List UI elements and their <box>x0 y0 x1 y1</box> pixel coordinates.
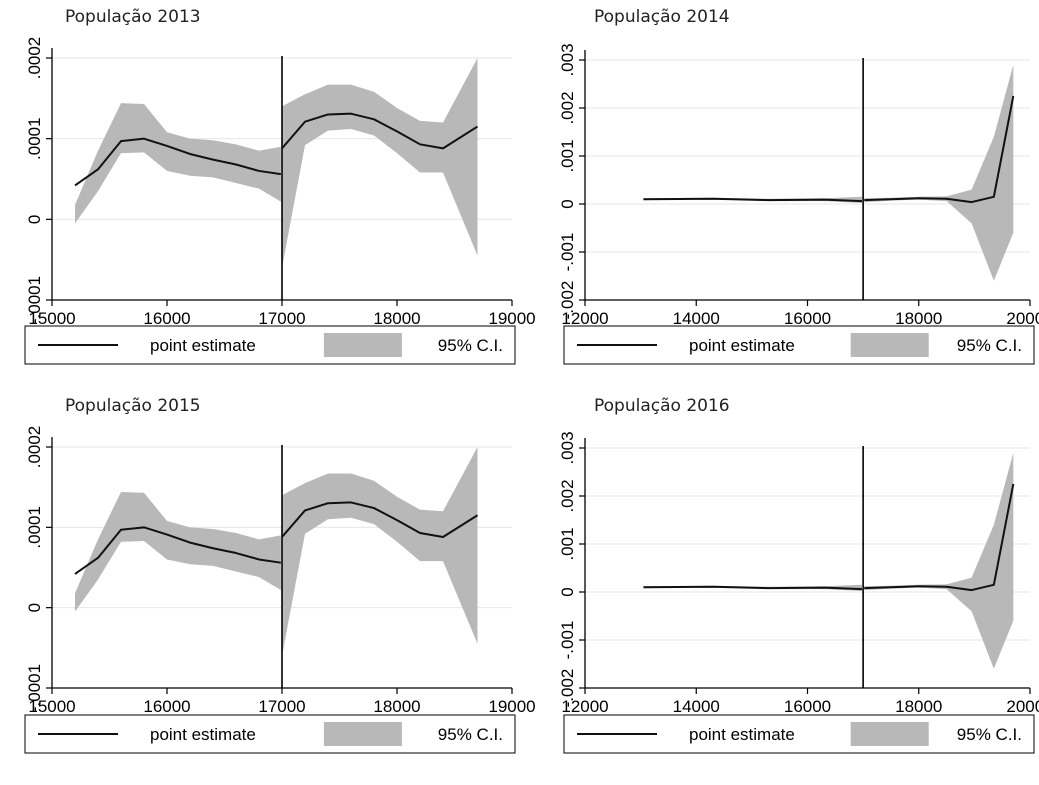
x-tick-label: 16000 <box>143 697 190 716</box>
legend-label-point-estimate: point estimate <box>150 725 256 744</box>
legend-band-swatch <box>850 722 929 746</box>
x-tick-label: 18000 <box>373 697 420 716</box>
x-tick-label: 18000 <box>895 697 942 716</box>
x-tick-label: 17000 <box>258 697 305 716</box>
y-tick-label: .001 <box>558 139 577 172</box>
y-tick-label: .001 <box>558 527 577 560</box>
y-tick-label: -.0001 <box>25 276 44 324</box>
chart-panel-4: População 2016 -.002 -.001 0 .001 .002 .003 120… <box>558 396 1039 754</box>
y-tick-label: 0 <box>558 587 577 596</box>
y-tick-label: -.002 <box>558 281 577 320</box>
point-estimate-line <box>281 112 479 150</box>
legend: point estimate 95% C.I. <box>24 714 516 754</box>
point-estimate-line <box>643 585 863 591</box>
y-tick-label: -.001 <box>558 233 577 272</box>
y-tick-label: .0001 <box>25 506 44 549</box>
legend-label-point-estimate: point estimate <box>689 725 795 744</box>
y-tick-label: 0 <box>558 199 577 208</box>
x-tick-label: 16000 <box>784 697 831 716</box>
panel-title: População 2015 <box>65 396 201 416</box>
y-tick-label: .002 <box>558 91 577 124</box>
y-tick-label: .002 <box>558 479 577 512</box>
legend-label-ci: 95% C.I. <box>957 725 1022 744</box>
panel-title: População 2014 <box>594 7 730 27</box>
point-estimate-line <box>864 483 1015 592</box>
point-estimate-line <box>281 501 479 538</box>
legend: point estimate 95% C.I. <box>563 714 1035 754</box>
x-tick-label: 14000 <box>673 697 720 716</box>
ci-band <box>864 64 1014 281</box>
y-tick-label: -.0001 <box>25 664 44 712</box>
ci-band <box>282 58 478 268</box>
y-tick-label: 0 <box>25 603 44 612</box>
legend-label-point-estimate: point estimate <box>150 336 256 355</box>
x-tick-label: 18000 <box>373 309 420 328</box>
y-tick-label: .0002 <box>25 426 44 469</box>
chart-panel-3: População 2015 -.0001 0 .0001 .0002 15000 1600… <box>24 396 536 754</box>
chart-panel-2: População 2014 -.002 -.001 0 .001 .002 .003 120… <box>558 7 1039 365</box>
legend-label-point-estimate: point estimate <box>689 336 795 355</box>
legend-band-swatch <box>850 333 929 357</box>
point-estimate-line <box>74 526 281 575</box>
y-tick-label: -.001 <box>558 621 577 660</box>
x-tick-label: 15000 <box>28 309 75 328</box>
panel-title: População 2016 <box>594 396 730 416</box>
x-tick-label: 20000 <box>1006 697 1039 716</box>
legend-band-swatch <box>323 722 402 746</box>
legend-label-ci: 95% C.I. <box>438 725 503 744</box>
ci-band <box>75 491 281 612</box>
x-tick-label: 19000 <box>488 697 535 716</box>
y-tick-label: -.002 <box>558 669 577 708</box>
ci-band <box>75 103 281 224</box>
y-tick-label: .003 <box>558 431 577 464</box>
y-tick-label: 0 <box>25 215 44 224</box>
legend-label-ci: 95% C.I. <box>438 336 503 355</box>
legend: point estimate 95% C.I. <box>24 325 516 365</box>
x-tick-label: 20000 <box>1006 309 1039 328</box>
point-estimate-line <box>74 137 281 187</box>
x-tick-label: 15000 <box>28 697 75 716</box>
y-tick-label: .003 <box>558 43 577 76</box>
y-tick-label: .0001 <box>25 117 44 160</box>
x-tick-label: 19000 <box>488 309 535 328</box>
x-tick-label: 16000 <box>143 309 190 328</box>
point-estimate-line <box>864 95 1015 204</box>
legend-band-swatch <box>323 333 402 357</box>
legend-label-ci: 95% C.I. <box>957 336 1022 355</box>
x-tick-label: 16000 <box>784 309 831 328</box>
x-tick-label: 17000 <box>258 309 305 328</box>
x-tick-label: 12000 <box>561 309 608 328</box>
legend: point estimate 95% C.I. <box>563 325 1035 365</box>
x-tick-label: 14000 <box>673 309 720 328</box>
y-tick-label: .0002 <box>25 37 44 80</box>
point-estimate-line <box>643 197 863 203</box>
panel-title: População 2013 <box>65 7 201 27</box>
ci-band <box>864 452 1014 669</box>
ci-band <box>282 447 478 656</box>
x-tick-label: 18000 <box>895 309 942 328</box>
chart-panel-1: População 2013 -.0001 0 .0001 .0002 15000 1600… <box>24 7 536 365</box>
x-tick-label: 12000 <box>561 697 608 716</box>
